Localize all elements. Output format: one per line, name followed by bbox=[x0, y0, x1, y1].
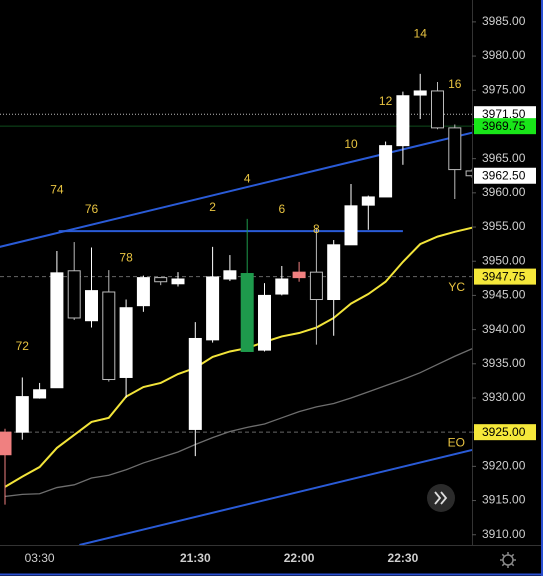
x-tick-label: 03:30 bbox=[25, 551, 55, 565]
y-tick-label: 3975.00 bbox=[482, 82, 526, 96]
y-tick-label: 3945.00 bbox=[482, 288, 526, 302]
candle-body bbox=[15, 396, 29, 433]
annotation: 2 bbox=[209, 200, 216, 214]
price-label-box bbox=[474, 268, 536, 285]
y-tick-label: 3955.00 bbox=[482, 219, 526, 233]
candle-body bbox=[448, 127, 462, 171]
candle-body bbox=[102, 291, 116, 381]
candle-body bbox=[85, 290, 98, 322]
x-tick-label: 22:00 bbox=[284, 551, 315, 565]
candle-body bbox=[275, 278, 289, 295]
candle-body bbox=[50, 272, 64, 389]
candle-body bbox=[361, 196, 375, 206]
y-tick-label: 3920.00 bbox=[482, 459, 526, 473]
x-tick-label: 22:30 bbox=[388, 551, 419, 565]
y-tick-label: 3930.00 bbox=[482, 390, 526, 404]
price-label: 3969.75 bbox=[482, 119, 526, 133]
candle-body bbox=[379, 145, 393, 198]
annotation: 78 bbox=[119, 251, 133, 265]
x-tick-label: 21:30 bbox=[180, 551, 211, 565]
candle-body bbox=[67, 270, 81, 319]
price-label-box bbox=[474, 167, 536, 184]
settings-icon[interactable] bbox=[500, 552, 516, 568]
candle-body bbox=[188, 337, 202, 430]
candle-body bbox=[344, 205, 358, 246]
moving-average bbox=[4, 348, 472, 498]
candle-body bbox=[258, 294, 271, 351]
candle-body bbox=[465, 170, 472, 177]
candle-body bbox=[240, 273, 254, 352]
candle-body bbox=[223, 270, 237, 280]
y-tick-label: 3960.00 bbox=[482, 185, 526, 199]
candle-body bbox=[309, 271, 323, 301]
candle-body bbox=[154, 277, 168, 283]
annotation: 76 bbox=[85, 202, 99, 216]
annotation: 6 bbox=[278, 202, 285, 216]
annotation: 8 bbox=[313, 222, 320, 236]
annotation: 72 bbox=[16, 339, 30, 353]
price-label: 3947.75 bbox=[482, 269, 526, 283]
annotation: 14 bbox=[414, 26, 428, 40]
price-label: 3962.50 bbox=[482, 168, 526, 182]
price-label: 3971.50 bbox=[482, 107, 526, 121]
annotation: 10 bbox=[344, 137, 358, 151]
annotation: 12 bbox=[379, 94, 393, 108]
y-tick-label: 3910.00 bbox=[482, 527, 526, 541]
y-tick-label: 3965.00 bbox=[482, 151, 526, 165]
candle-body bbox=[396, 95, 410, 147]
annotation: 16 bbox=[448, 77, 462, 91]
moving-average bbox=[4, 226, 472, 488]
candle-body bbox=[119, 307, 133, 378]
candle-body bbox=[292, 271, 306, 279]
candle-body bbox=[171, 278, 185, 285]
candle-body bbox=[327, 244, 341, 301]
price-label-box bbox=[474, 118, 536, 135]
y-tick-label: 3980.00 bbox=[482, 48, 526, 62]
trendline bbox=[0, 131, 472, 248]
price-label-box bbox=[474, 424, 536, 441]
plot-area: 14 16 12 10 74 4 76 2 6 8 78 72 bbox=[0, 26, 472, 545]
candle-body bbox=[0, 431, 12, 456]
candle-body bbox=[136, 277, 150, 307]
price-tag: YC bbox=[448, 280, 465, 294]
annotation: 74 bbox=[50, 182, 64, 196]
y-tick-label: 3915.00 bbox=[482, 493, 526, 507]
y-tick-label: 3950.00 bbox=[482, 253, 526, 267]
y-tick-label: 3985.00 bbox=[482, 14, 526, 28]
candle-body bbox=[206, 276, 220, 341]
annotation: 4 bbox=[244, 171, 251, 185]
scroll-button[interactable] bbox=[427, 484, 455, 512]
y-tick-label: 3935.00 bbox=[482, 356, 526, 370]
price-label: 3925.00 bbox=[482, 425, 526, 439]
y-tick-label: 3940.00 bbox=[482, 322, 526, 336]
candle-body bbox=[413, 90, 427, 96]
candle-body bbox=[33, 389, 47, 399]
trendline bbox=[79, 448, 472, 545]
candle-body bbox=[431, 90, 444, 129]
price-tag: EO bbox=[448, 435, 465, 449]
